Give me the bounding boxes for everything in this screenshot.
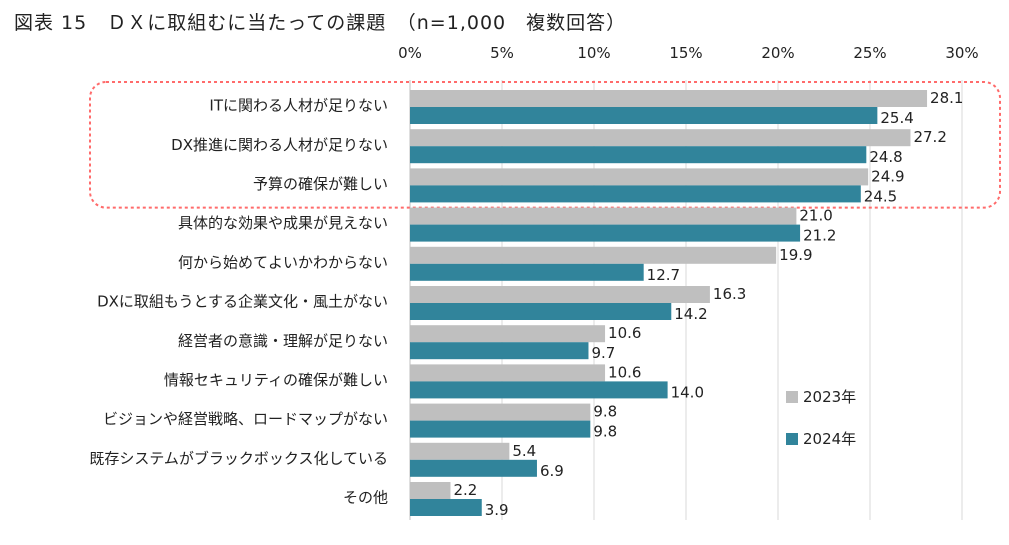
- bar-2024: [410, 420, 591, 438]
- category-label: ビジョンや経営戦略、ロードマップがない: [103, 410, 388, 428]
- category-label: 既存システムがブラックボックス化している: [89, 449, 388, 467]
- value-label-2023: 28.1: [930, 89, 963, 107]
- category-label: DX推進に関わる人材が足りない: [171, 136, 388, 154]
- value-label-2023: 9.8: [593, 403, 617, 421]
- legend-swatch: [786, 391, 798, 403]
- x-tick-label: 30%: [945, 44, 978, 62]
- value-label-2023: 2.2: [453, 481, 477, 499]
- value-label-2024: 14.0: [671, 383, 704, 401]
- value-label-2023: 21.0: [799, 207, 832, 225]
- bar-2024: [410, 107, 878, 124]
- value-label-2024: 9.7: [591, 344, 615, 362]
- x-tick-label: 10%: [577, 44, 610, 62]
- value-labels: 28.1 25.427.2 24.824.9 24.5 21.0 21.219.9 12.7…: [453, 89, 963, 519]
- category-label: 経営者の意識・理解が足りない: [178, 332, 388, 350]
- category-labels: ITに関わる人材が足りない DX推進に関わる人材が足りない予算の確保が難しい具体的…: [89, 97, 388, 507]
- bars: [410, 90, 928, 516]
- value-label-2024: 3.9: [485, 501, 509, 519]
- x-tick-label: 0%: [398, 44, 422, 62]
- bar-2023: [410, 286, 710, 303]
- x-tick-label: 5%: [490, 44, 514, 62]
- value-label-2024: 24.5: [864, 187, 897, 205]
- value-label-2024: 21.2: [803, 227, 836, 245]
- legend-label: 2023年: [803, 388, 856, 406]
- category-label: 予算の確保が難しい: [253, 175, 388, 193]
- bar-2023: [410, 364, 606, 382]
- bar-2024: [410, 342, 589, 360]
- value-label-2023: 5.4: [512, 442, 536, 460]
- category-label: その他: [343, 489, 388, 507]
- value-label-2023: 16.3: [713, 285, 746, 303]
- value-label-2023: 27.2: [913, 128, 946, 146]
- value-label-2023: 19.9: [779, 246, 812, 264]
- value-label-2023: 10.6: [608, 324, 641, 342]
- bar-2023: [410, 168, 869, 186]
- legend-label: 2024年: [803, 430, 856, 448]
- bar-2024: [410, 185, 861, 203]
- bar-2023: [410, 442, 510, 460]
- value-label-2024: 9.8: [593, 423, 617, 441]
- x-axis-ticks: 0% 5% 10% 15% 20% 25% 30%: [398, 44, 979, 62]
- value-label-2023: 10.6: [608, 363, 641, 381]
- legend: 2023年 2024年: [786, 388, 856, 448]
- category-label: 情報セキュリティの確保が難しい: [164, 371, 388, 389]
- bar-2023: [410, 129, 911, 147]
- value-label-2024: 12.7: [647, 266, 680, 284]
- value-label-2024: 14.2: [674, 305, 707, 323]
- value-label-2024: 6.9: [540, 462, 564, 480]
- category-label: 何から始めてよいかわからない: [178, 253, 388, 271]
- x-tick-label: 15%: [669, 44, 702, 62]
- bar-2024: [410, 381, 668, 399]
- bar-2024: [410, 146, 867, 164]
- category-label: DXに取組もうとする企業文化・風土がない: [97, 293, 388, 311]
- bar-2024: [410, 263, 644, 281]
- bar-2023: [410, 482, 451, 499]
- chart-title: 図表 15 ＤＸに取組むに当たっての課題 （n=1,000 複数回答）: [14, 12, 627, 34]
- bar-2024: [410, 224, 801, 242]
- x-tick-label: 25%: [853, 44, 886, 62]
- value-label-2024: 25.4: [880, 109, 913, 127]
- bar-2023: [410, 403, 591, 421]
- x-tick-label: 20%: [761, 44, 794, 62]
- bar-2024: [410, 303, 672, 320]
- value-label-2024: 24.8: [869, 148, 902, 166]
- bar-2023: [410, 246, 777, 264]
- value-label-2023: 24.9: [871, 167, 904, 185]
- bar-2024: [410, 459, 537, 477]
- bar-2023: [410, 325, 606, 343]
- legend-swatch: [786, 433, 798, 445]
- bar-2024: [410, 499, 482, 516]
- category-label: 具体的な効果や成果が見えない: [178, 214, 388, 232]
- category-label: ITに関わる人材が足りない: [209, 97, 388, 115]
- bar-2023: [410, 207, 797, 225]
- bar-2023: [410, 90, 928, 107]
